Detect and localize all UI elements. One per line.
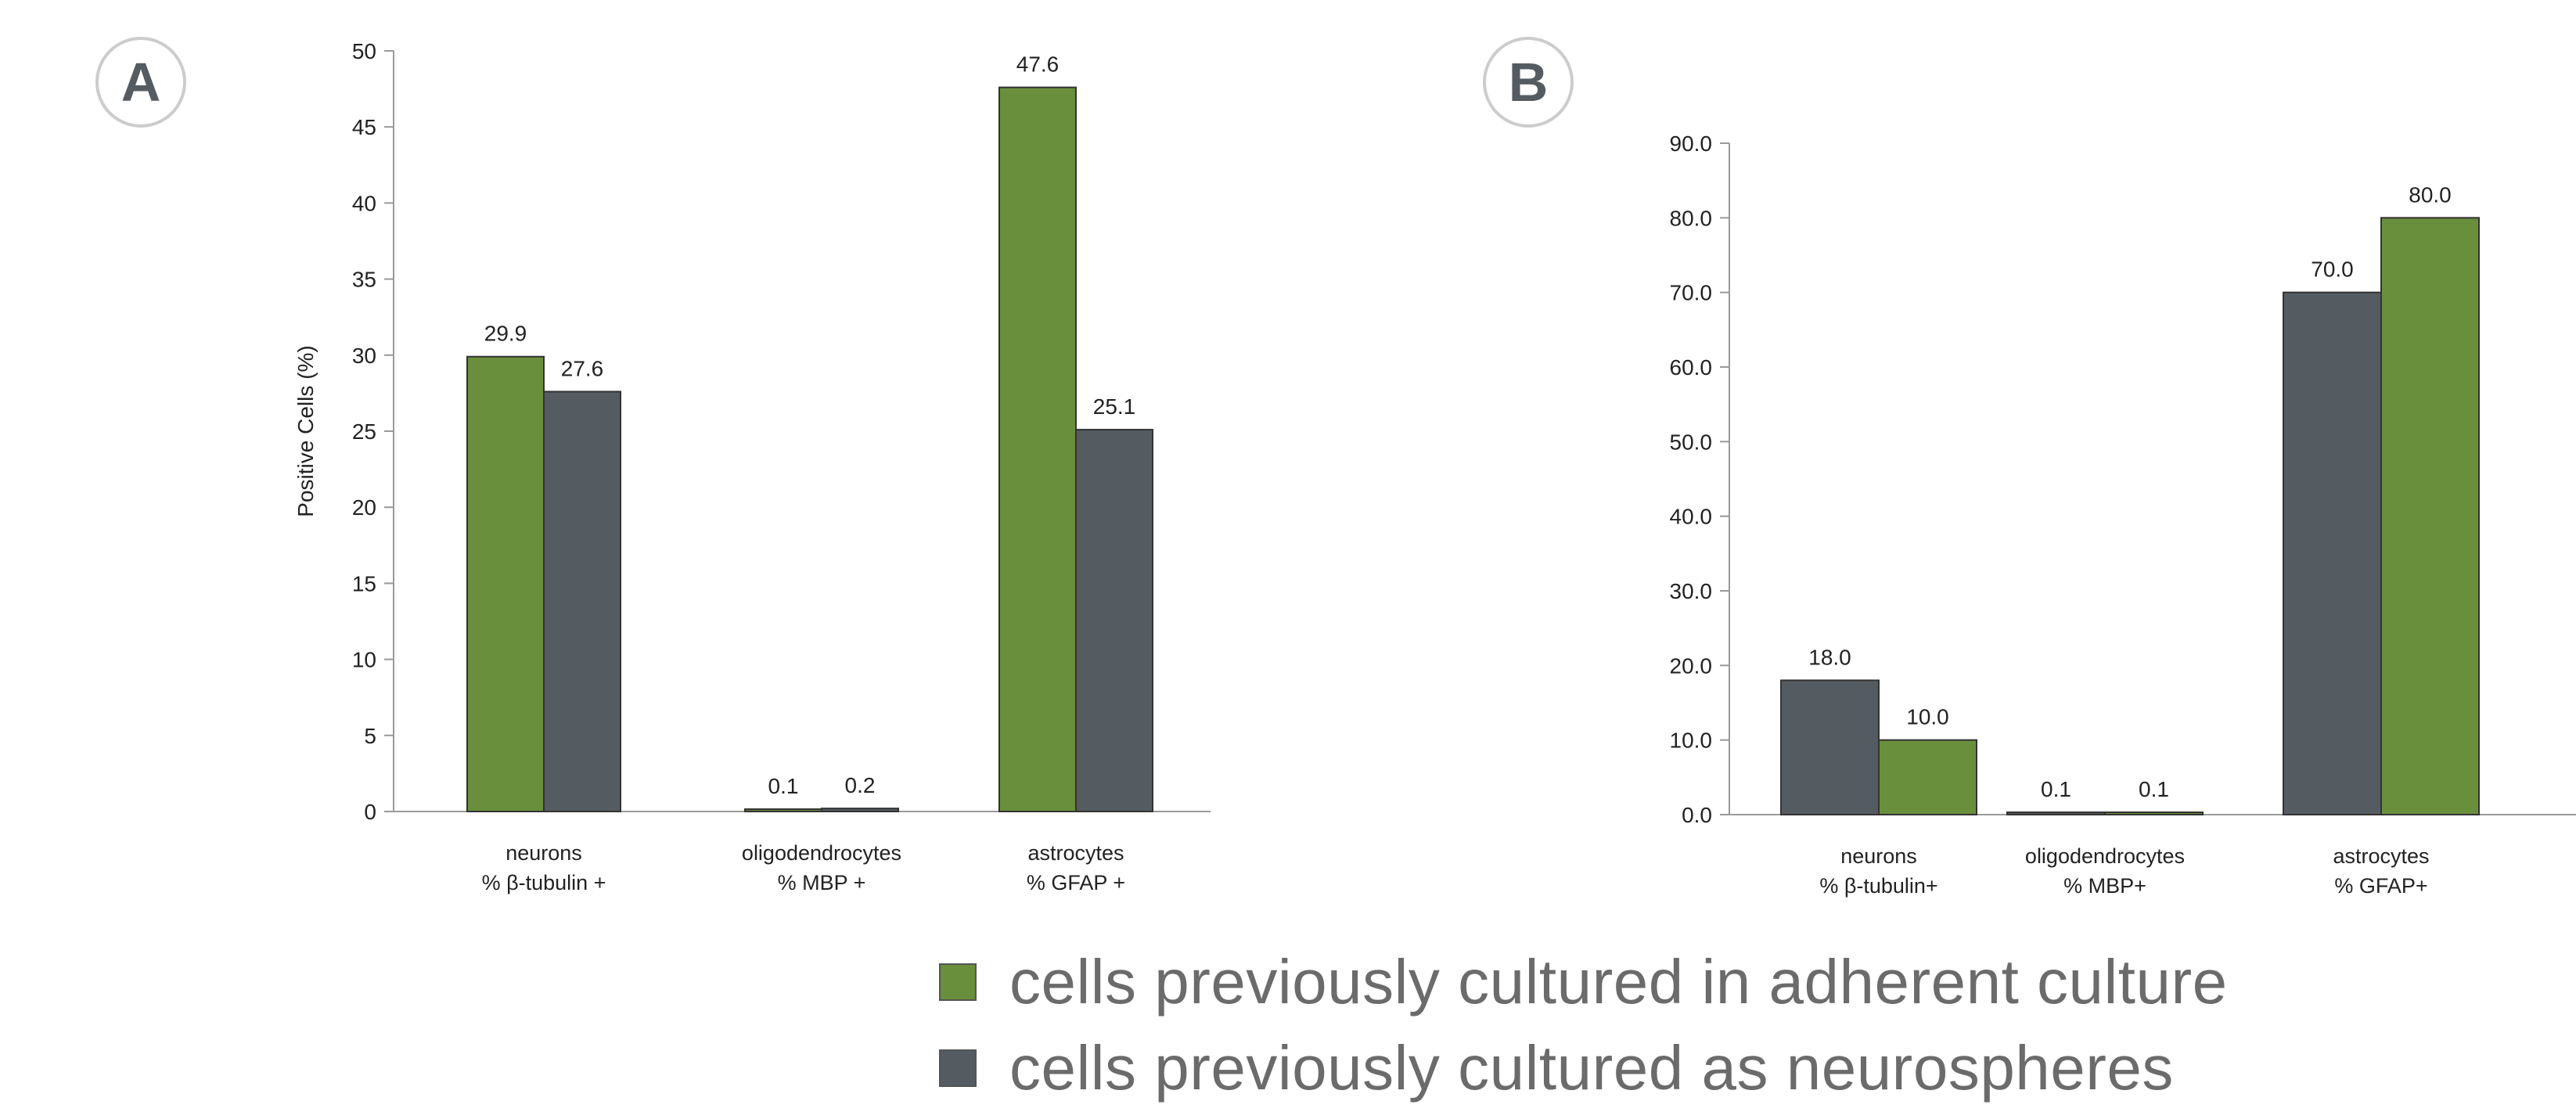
bar-value-label: 27.6 xyxy=(561,356,604,380)
bar-value-label: 25.1 xyxy=(1093,394,1136,419)
bar-value-label: 18.0 xyxy=(1808,645,1851,669)
bar-adherent xyxy=(744,808,822,812)
bar-adherent xyxy=(998,86,1077,812)
bar-neurospheres xyxy=(2006,812,2106,815)
x-category-label: % MBP + xyxy=(778,871,866,894)
y-tick-label: 30 xyxy=(352,344,376,368)
y-tick-label: 80.0 xyxy=(1670,206,1713,230)
bar-value-label: 10.0 xyxy=(1906,705,1949,729)
bar-value-label: 0.1 xyxy=(2041,777,2071,801)
y-tick-label: 50 xyxy=(352,39,376,63)
chart-panel-b: B 0.0 10.0 20.0 30.0 40.0 50.0 60.0 70.0 80.0 90.0… xyxy=(1483,37,2576,898)
x-category-label: % GFAP + xyxy=(1027,871,1125,894)
y-tick-label: 5 xyxy=(364,724,376,748)
legend-label-neurospheres: cells previously cultured as neurosphere… xyxy=(1009,1033,2174,1103)
bar-adherent xyxy=(466,355,545,812)
y-tick-label: 0 xyxy=(364,800,376,824)
panel-letter: B xyxy=(1509,52,1549,113)
bar-value-label: 0.1 xyxy=(2139,777,2169,801)
legend: cells previously cultured in adherent cu… xyxy=(939,939,2228,1111)
legend-item-adherent: cells previously cultured in adherent cu… xyxy=(939,939,2228,1025)
bar-value-label: 0.2 xyxy=(845,773,876,797)
legend-swatch-adherent xyxy=(939,963,977,1001)
panel-letter-circle xyxy=(95,37,186,128)
y-tick-label: 15 xyxy=(352,571,376,596)
bar-neurospheres xyxy=(821,808,899,813)
x-category-label: neurons xyxy=(505,841,582,865)
x-category-label: % β-tubulin + xyxy=(482,871,606,894)
bar-value-label: 29.9 xyxy=(484,322,527,346)
x-category-label: % MBP+ xyxy=(2063,874,2146,898)
x-category-label: % β-tubulin+ xyxy=(1819,874,1937,898)
bar-value-label: 80.0 xyxy=(2409,182,2452,207)
chart-panel-a: A 0 5 10 15 20 25 30 35 40 45 50 Positive Cells (%) 2… xyxy=(95,37,1211,894)
y-tick-label: 10.0 xyxy=(1670,729,1713,753)
y-tick-label: 20.0 xyxy=(1670,653,1713,678)
legend-item-neurospheres: cells previously cultured as neurosphere… xyxy=(939,1025,2228,1111)
bar-adherent xyxy=(2380,217,2480,816)
x-category-label: oligodendrocytes xyxy=(742,841,901,865)
y-tick-label: 0.0 xyxy=(1682,803,1712,827)
bar-value-label: 70.0 xyxy=(2311,257,2354,282)
bar-neurospheres xyxy=(1075,429,1153,813)
y-tick-label: 70.0 xyxy=(1670,281,1713,305)
x-category-label: astrocytes xyxy=(2333,844,2429,868)
y-tick-label: 35 xyxy=(352,268,376,292)
y-tick-label: 40.0 xyxy=(1670,505,1713,529)
x-category-label: neurons xyxy=(1840,844,1917,868)
bar-neurospheres xyxy=(543,390,621,812)
x-category-label: oligodendrocytes xyxy=(2025,844,2185,868)
y-tick-label: 50.0 xyxy=(1670,430,1713,454)
panel-letter: A xyxy=(121,52,161,113)
y-axis-label: Positive Cells (%) xyxy=(293,345,318,516)
y-tick-label: 90.0 xyxy=(1670,131,1713,156)
bar-adherent xyxy=(2104,812,2204,815)
bar-adherent xyxy=(1878,739,1977,816)
bar-value-label: 47.6 xyxy=(1016,52,1060,77)
legend-label-adherent: cells previously cultured in adherent cu… xyxy=(1009,947,2228,1017)
y-tick-label: 25 xyxy=(352,419,376,444)
bar-value-label: 0.1 xyxy=(768,774,799,798)
y-tick-label: 10 xyxy=(352,648,376,672)
x-category-label: astrocytes xyxy=(1027,841,1124,865)
y-tick-label: 20 xyxy=(352,495,376,520)
bar-neurospheres xyxy=(2283,291,2382,815)
legend-swatch-neurospheres xyxy=(939,1049,977,1087)
x-category-label: % GFAP+ xyxy=(2334,874,2427,898)
y-tick-label: 30.0 xyxy=(1670,579,1713,603)
y-tick-label: 60.0 xyxy=(1670,355,1713,380)
y-tick-label: 40 xyxy=(352,191,376,215)
bar-neurospheres xyxy=(1780,679,1880,816)
panel-letter-circle xyxy=(1483,37,1574,128)
y-tick-label: 45 xyxy=(352,115,376,139)
